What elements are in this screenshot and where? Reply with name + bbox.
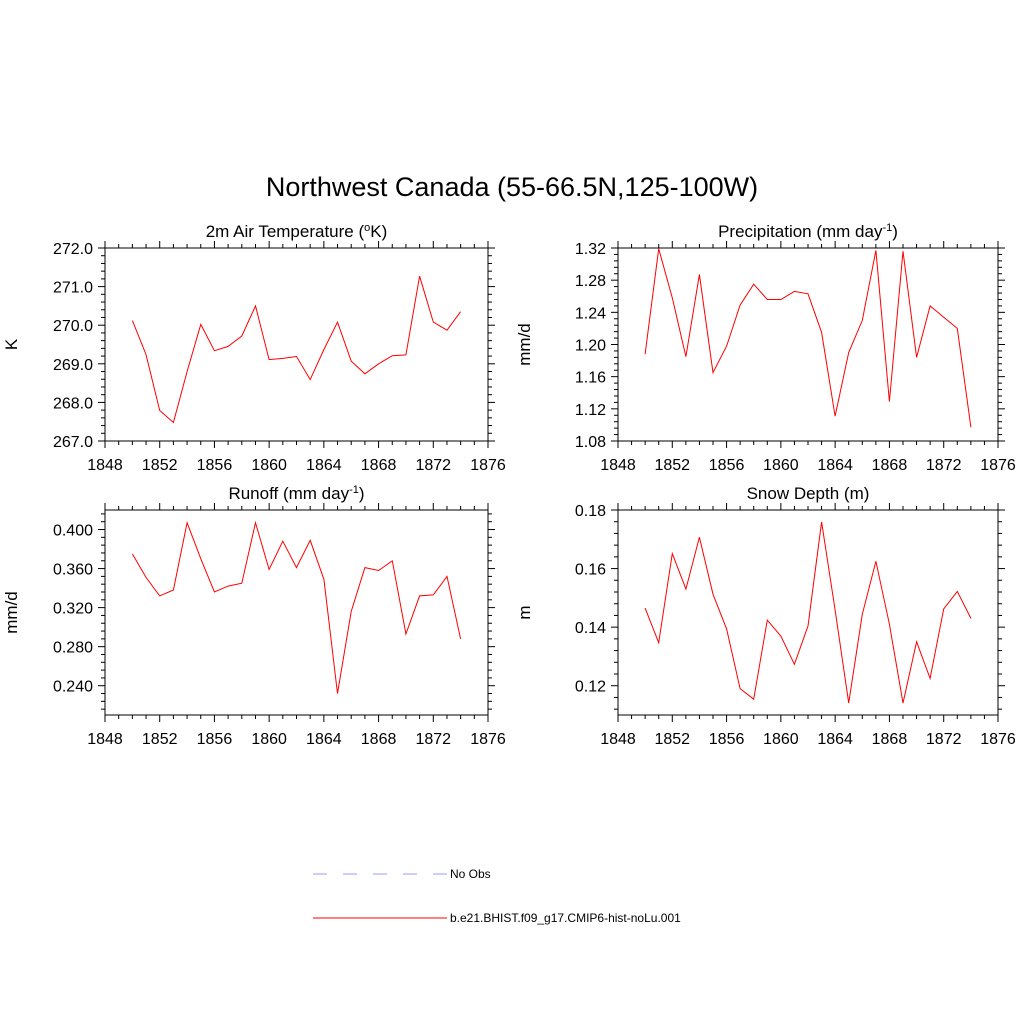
panel-title-suffix: ): [359, 484, 365, 503]
x-tick-label: 1852: [142, 457, 178, 474]
legend: No Obs b.e21.BHIST.f09_g17.CMIP6-hist-noL…: [313, 867, 681, 925]
x-tick-label: 1876: [470, 731, 506, 748]
x-tick-label: 1864: [306, 457, 342, 474]
y-tick-label: 268.0: [53, 395, 93, 412]
x-tick-label: 1848: [87, 731, 123, 748]
figure-title: Northwest Canada (55-66.5N,125-100W): [266, 172, 758, 202]
panel-title-text: Precipitation (mm day: [718, 222, 883, 241]
x-tick-label: 1872: [926, 457, 962, 474]
panel-4: Snow Depth (m) m 1848 1852 1856 1860 1864 1868 1…: [515, 484, 1016, 748]
x-tick-label: 1864: [306, 731, 342, 748]
panel-title-text: Runoff (mm day: [228, 484, 349, 503]
y-axis-label: m: [515, 605, 534, 619]
series-line-model: [644, 248, 972, 428]
x-tick-label: 1860: [763, 731, 799, 748]
panel-title-suffix: K): [370, 222, 387, 241]
y-axis-label: K: [2, 338, 21, 350]
plot-frame: [617, 247, 999, 442]
panel-3: Runoff (mm day-1) mm/d 1848 1852 1856 1860 186…: [2, 484, 506, 748]
chart-panels: 2m Air Temperature (oK) K 1848 1852 1856 1860…: [2, 222, 1016, 748]
panel-2: Precipitation (mm day-1) mm/d 1848 1852 1856…: [515, 222, 1016, 474]
panel-title: Snow Depth (m): [747, 484, 870, 503]
x-tick-label: 1856: [197, 457, 233, 474]
y-tick-label: 0.18: [575, 503, 606, 520]
y-tick-label: 1.20: [575, 338, 606, 355]
y-tick-label: 1.08: [575, 434, 606, 451]
x-tick-label: 1856: [709, 731, 745, 748]
x-tick-label: 1872: [415, 731, 451, 748]
y-tick-label: 1.28: [575, 273, 606, 290]
plot-frame: [104, 509, 489, 716]
x-tick-label: 1876: [980, 457, 1016, 474]
panel-title-sup: o: [364, 222, 370, 234]
x-tick-label: 1868: [872, 457, 908, 474]
x-tick-label: 1872: [926, 731, 962, 748]
y-tick-label: 1.12: [575, 402, 606, 419]
legend-label: b.e21.BHIST.f09_g17.CMIP6-hist-noLu.001: [450, 911, 681, 925]
y-tick-label: 0.240: [53, 679, 93, 696]
x-tick-label: 1872: [415, 457, 451, 474]
plot-frame: [617, 509, 999, 716]
x-tick-label: 1856: [197, 731, 233, 748]
panel-title-suffix: ): [892, 222, 898, 241]
y-tick-label: 0.14: [575, 620, 606, 637]
y-tick-label: 0.280: [53, 640, 93, 657]
series-line-model: [131, 276, 462, 424]
y-axis-label: mm/d: [515, 323, 534, 366]
x-tick-label: 1864: [817, 457, 853, 474]
x-tick-label: 1868: [361, 457, 397, 474]
legend-label: No Obs: [450, 867, 491, 881]
x-tick-label: 1856: [709, 457, 745, 474]
plot-frame: [104, 247, 489, 442]
y-tick-label: 1.24: [575, 305, 606, 322]
x-tick-label: 1876: [470, 457, 506, 474]
y-tick-label: 0.320: [53, 601, 93, 618]
series-line-model: [644, 521, 972, 704]
y-tick-label: 272.0: [53, 241, 93, 258]
x-tick-label: 1864: [817, 731, 853, 748]
x-tick-label: 1876: [980, 731, 1016, 748]
y-tick-label: 267.0: [53, 434, 93, 451]
y-tick-label: 0.16: [575, 562, 606, 579]
y-axis-label: mm/d: [2, 591, 21, 634]
x-tick-label: 1860: [763, 457, 799, 474]
x-tick-label: 1848: [600, 457, 636, 474]
panel-title-sup: -1: [882, 222, 892, 234]
panel-title: Runoff (mm day-1): [228, 484, 364, 503]
y-tick-label: 0.400: [53, 523, 93, 540]
x-tick-label: 1852: [654, 457, 690, 474]
y-tick-label: 0.360: [53, 562, 93, 579]
y-tick-label: 1.16: [575, 370, 606, 387]
x-tick-label: 1852: [654, 731, 690, 748]
x-tick-label: 1868: [361, 731, 397, 748]
panel-title-text: Snow Depth (m): [747, 484, 870, 503]
x-tick-label: 1860: [251, 731, 287, 748]
x-tick-label: 1860: [251, 457, 287, 474]
x-tick-label: 1852: [142, 731, 178, 748]
y-tick-label: 270.0: [53, 318, 93, 335]
series-line-model: [131, 520, 462, 694]
x-tick-label: 1848: [600, 731, 636, 748]
legend-item-model: b.e21.BHIST.f09_g17.CMIP6-hist-noLu.001: [313, 911, 681, 925]
x-tick-label: 1868: [872, 731, 908, 748]
x-tick-label: 1848: [87, 457, 123, 474]
y-tick-label: 1.32: [575, 241, 606, 258]
legend-item-obs: No Obs: [313, 867, 491, 881]
panel-title-text: 2m Air Temperature (: [206, 222, 365, 241]
panel-1: 2m Air Temperature (oK) K 1848 1852 1856 1860…: [2, 222, 506, 474]
panel-title: Precipitation (mm day-1): [718, 222, 898, 241]
y-tick-label: 271.0: [53, 280, 93, 297]
y-tick-label: 0.12: [575, 679, 606, 696]
panel-title: 2m Air Temperature (oK): [206, 222, 388, 241]
panel-title-sup: -1: [349, 484, 359, 496]
y-tick-label: 269.0: [53, 357, 93, 374]
